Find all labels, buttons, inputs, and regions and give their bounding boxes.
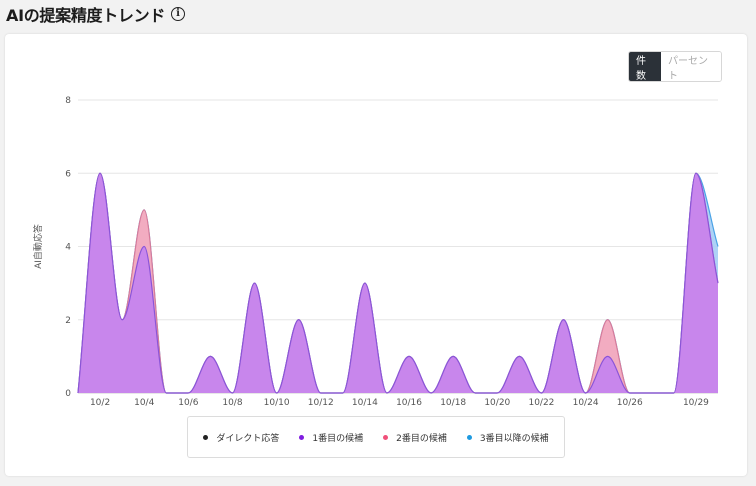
- legend-item-direct[interactable]: ダイレクト応答: [203, 431, 279, 444]
- area-third-candidate: [78, 173, 718, 393]
- y-tick-label: 0: [65, 389, 71, 399]
- legend-item-first[interactable]: 1番目の候補: [299, 431, 363, 444]
- legend-label-first: 1番目の候補: [312, 433, 364, 444]
- y-tick-label: 4: [65, 243, 71, 253]
- x-tick-label: 10/8: [222, 398, 242, 408]
- y-tick-label: 6: [65, 169, 71, 179]
- x-tick-label: 10/4: [134, 398, 154, 408]
- x-tick-label: 10/26: [617, 398, 643, 408]
- area-third-candidate-line: [77, 172, 719, 394]
- trend-chart: 0 2 4 6 8 AI自動応答 10/2 10/4 10/6 10/8 10/10 10/12 10/…: [32, 96, 719, 408]
- area-first-candidate: [78, 173, 718, 393]
- legend-dot-third: [466, 434, 472, 440]
- chart-header: AIの提案精度トレンド i: [6, 2, 186, 26]
- percent-toggle-button[interactable]: パーセント: [661, 52, 721, 81]
- x-tick-label: 10/10: [264, 398, 290, 408]
- x-tick-label: 10/22: [528, 398, 554, 408]
- y-axis-label: AI自動応答: [32, 224, 44, 269]
- legend-label-direct: ダイレクト応答: [216, 433, 280, 444]
- legend-dot-second: [383, 434, 389, 440]
- x-tick-label: 10/18: [440, 398, 466, 408]
- x-tick-label: 10/6: [178, 398, 198, 408]
- x-tick-label: 10/24: [573, 398, 599, 408]
- x-tick-label: 10/2: [90, 398, 110, 408]
- legend-dot-first: [299, 434, 305, 440]
- area-second-candidate-line: [77, 172, 719, 394]
- x-tick-label: 10/20: [484, 398, 510, 408]
- area-first-candidate-line: [77, 172, 719, 394]
- y-tick-label: 2: [65, 316, 71, 326]
- x-tick-label: 10/12: [308, 398, 334, 408]
- x-tick-label: 10/14: [352, 398, 378, 408]
- legend-label-third: 3番目以降の候補: [479, 433, 549, 444]
- legend-label-second: 2番目の候補: [396, 433, 447, 444]
- area-second-candidate: [78, 173, 718, 393]
- y-tick-label: 8: [65, 96, 71, 106]
- legend-dot-direct: [203, 434, 209, 440]
- info-icon[interactable]: i: [171, 7, 186, 21]
- count-toggle-button[interactable]: 件数: [629, 52, 661, 81]
- legend-item-third[interactable]: 3番目以降の候補: [466, 431, 549, 444]
- x-tick-label: 10/29: [683, 398, 709, 408]
- unit-toggle: 件数 パーセント: [628, 51, 722, 82]
- chart-card: 件数 パーセント 0 2 4 6 8 AI自動応答 10/2 10/4 10/6 10/8 10/1…: [5, 34, 747, 476]
- legend-item-second[interactable]: 2番目の候補: [383, 431, 447, 444]
- page-title: AIの提案精度トレンド: [6, 6, 166, 25]
- x-tick-label: 10/16: [396, 398, 422, 408]
- chart-legend: ダイレクト応答 1番目の候補 2番目の候補 3番目以降の候補: [187, 416, 565, 458]
